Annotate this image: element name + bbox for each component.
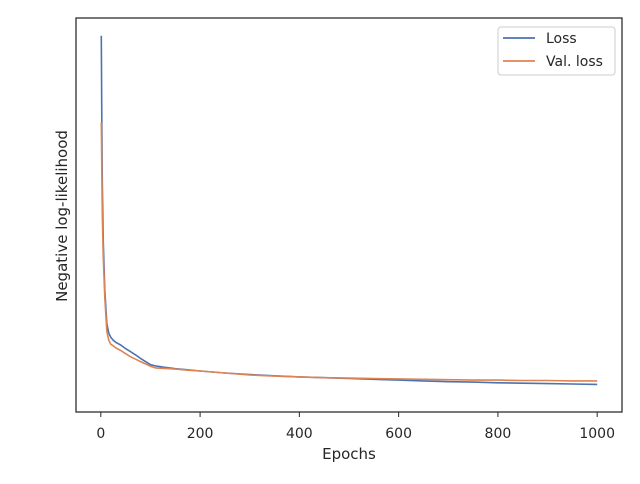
x-tick-label: 400 — [286, 426, 313, 442]
x-tick-label: 200 — [187, 426, 214, 442]
legend-label-loss: Loss — [546, 31, 577, 47]
x-axis-ticks: 0 200 400 600 800 1000 — [96, 412, 615, 442]
x-tick-label: 800 — [485, 426, 512, 442]
x-tick-label: 0 — [96, 426, 105, 442]
legend: Loss Val. loss — [497, 26, 616, 76]
series-layer — [100, 35, 598, 386]
x-tick-label: 600 — [385, 426, 412, 442]
x-axis-label: Epochs — [322, 445, 376, 463]
legend-box — [497, 26, 616, 76]
y-axis-label: Negative log-likelihood — [53, 130, 71, 302]
plot-frame — [75, 17, 623, 413]
series-line-val-loss — [100, 122, 598, 382]
series-line-loss — [100, 35, 598, 386]
legend-label-val-loss: Val. loss — [546, 54, 603, 70]
x-tick-label: 1000 — [579, 426, 615, 442]
